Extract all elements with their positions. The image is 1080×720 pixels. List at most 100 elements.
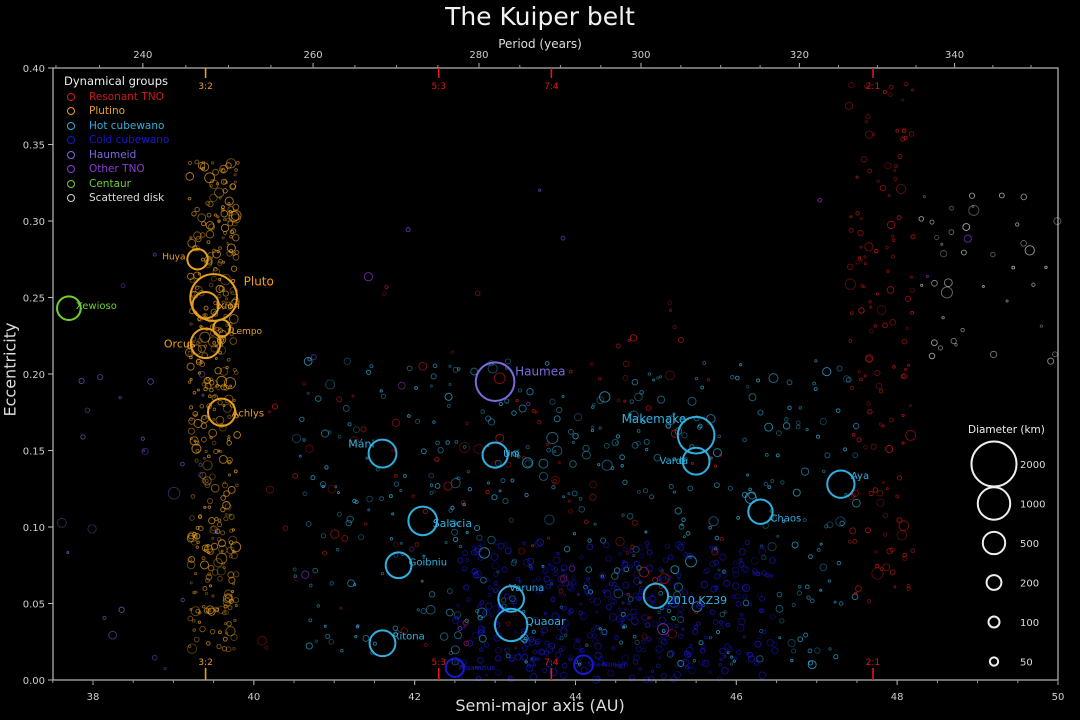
background-points bbox=[56, 82, 1062, 684]
object-marker bbox=[642, 582, 670, 610]
object-label: Huya bbox=[162, 252, 185, 262]
period-tick-label: 340 bbox=[945, 50, 964, 61]
y-tick-label: 0.30 bbox=[23, 217, 45, 228]
object-marker bbox=[368, 629, 397, 658]
object-label: Ixion bbox=[216, 301, 240, 312]
period-tick-label: 280 bbox=[469, 50, 488, 61]
object-marker bbox=[384, 551, 413, 580]
object-label: Quaoar bbox=[525, 615, 566, 628]
object-label: Salacia bbox=[433, 517, 472, 530]
named-objects: Pluto Ixion Huya Lempo Orcus Achlys Xewioso Hau… bbox=[56, 248, 869, 678]
x-tick-label: 42 bbox=[408, 692, 421, 703]
size-marker bbox=[970, 440, 1018, 488]
period-tick-label: 320 bbox=[790, 50, 809, 61]
y-tick-label: 0.10 bbox=[23, 523, 45, 534]
x-tick-label: 50 bbox=[1052, 692, 1065, 703]
object-label: Varda bbox=[660, 456, 689, 467]
object-label: Uni bbox=[503, 449, 519, 460]
size-marker bbox=[976, 486, 1012, 521]
groups-legend: Dynamical groups Resonant TNO Plutino Hot … bbox=[64, 74, 169, 206]
y-tick-label: 0.05 bbox=[23, 600, 45, 611]
legend-item: Cold cubewano bbox=[64, 133, 169, 148]
object-marker bbox=[56, 295, 82, 322]
object-label: Haumea bbox=[515, 365, 565, 379]
object-marker bbox=[186, 248, 209, 271]
object-label: Máni bbox=[348, 438, 374, 451]
object-marker bbox=[474, 361, 516, 402]
size-marker bbox=[988, 656, 1000, 667]
circle-marker-icon bbox=[67, 179, 75, 188]
y-tick-label: 0.25 bbox=[23, 294, 45, 305]
object-marker bbox=[826, 469, 856, 499]
object-label: Varuna bbox=[509, 583, 544, 594]
y-tick-label: 0.00 bbox=[23, 676, 45, 687]
object-label: Pluto bbox=[244, 275, 274, 289]
legend-item: Haumeid bbox=[64, 148, 169, 163]
object-label: Praamzius bbox=[459, 664, 495, 672]
legend-item: Centaur bbox=[64, 177, 169, 192]
resonance-label: 2:1 bbox=[866, 658, 880, 668]
object-label: Xewioso bbox=[76, 301, 117, 312]
legend-item: Scattered disk bbox=[64, 191, 169, 206]
resonance-label: 5:3 bbox=[432, 658, 446, 668]
size-label: 2000 bbox=[1020, 460, 1045, 471]
object-marker bbox=[444, 657, 466, 678]
size-label: 500 bbox=[1020, 539, 1039, 550]
resonance-label: 2:1 bbox=[866, 82, 880, 92]
chart-title: The Kuiper belt bbox=[445, 2, 635, 31]
object-label: Sila-Nunam bbox=[588, 661, 629, 669]
circle-marker-icon bbox=[67, 107, 75, 116]
y-tick-label: 0.40 bbox=[23, 64, 45, 75]
circle-marker-icon bbox=[67, 136, 75, 145]
circle-marker-icon bbox=[67, 194, 75, 203]
size-label: 1000 bbox=[1020, 500, 1045, 511]
size-label: 50 bbox=[1020, 658, 1033, 669]
object-marker bbox=[189, 273, 238, 322]
object-label: Ritona bbox=[393, 631, 425, 642]
legend-label: Centaur bbox=[89, 177, 131, 190]
x-axis-label: Semi-major axis (AU) bbox=[455, 696, 625, 715]
period-tick-label: 260 bbox=[304, 50, 323, 61]
circle-marker-icon bbox=[67, 121, 75, 130]
object-marker bbox=[481, 441, 509, 469]
resonance-label: 3:2 bbox=[198, 658, 212, 668]
object-marker bbox=[573, 654, 594, 676]
y-tick-label: 0.35 bbox=[23, 141, 45, 152]
object-label: Orcus bbox=[164, 337, 196, 350]
object-marker bbox=[367, 438, 398, 469]
circle-marker-icon bbox=[67, 165, 75, 174]
object-label: Aya bbox=[851, 471, 869, 482]
legend-label: Other TNO bbox=[89, 163, 145, 175]
circle-marker-icon bbox=[67, 92, 75, 101]
resonance-label: 7:4 bbox=[544, 658, 559, 668]
object-marker bbox=[207, 397, 237, 427]
object-label: 2010 KZ39 bbox=[667, 594, 727, 607]
legend-label: Haumeid bbox=[89, 148, 137, 161]
legend-label: Scattered disk bbox=[89, 192, 165, 204]
size-label: 200 bbox=[1020, 579, 1039, 590]
legend-label: Resonant TNO bbox=[89, 90, 164, 103]
object-label: Lempo bbox=[232, 327, 263, 337]
resonance-label: 7:4 bbox=[544, 82, 559, 92]
legend-title: Dynamical groups bbox=[64, 74, 169, 88]
legend-item: Plutino bbox=[64, 104, 169, 119]
object-label: Goibniu bbox=[409, 557, 447, 568]
period-axis-label: Period (years) bbox=[498, 37, 582, 51]
object-label: Achlys bbox=[232, 408, 264, 419]
x-tick-label: 46 bbox=[730, 692, 743, 703]
object-label: Chaos bbox=[770, 514, 801, 525]
object-marker bbox=[212, 318, 232, 338]
resonance-label: 3:2 bbox=[198, 82, 212, 92]
y-tick-label: 0.20 bbox=[23, 370, 45, 381]
legend-item: Other TNO bbox=[64, 162, 169, 177]
object-marker bbox=[191, 290, 220, 320]
legend-label: Plutino bbox=[89, 105, 126, 117]
legend-item: Hot cubewano bbox=[64, 119, 169, 134]
object-marker bbox=[681, 446, 711, 476]
object-marker bbox=[747, 498, 774, 525]
diameter-legend: Diameter (km) 2000 1000 500 200 100 50 bbox=[968, 424, 1078, 690]
size-marker bbox=[981, 530, 1007, 556]
resonance-label: 5:3 bbox=[432, 82, 446, 92]
x-tick-label: 44 bbox=[569, 692, 582, 703]
